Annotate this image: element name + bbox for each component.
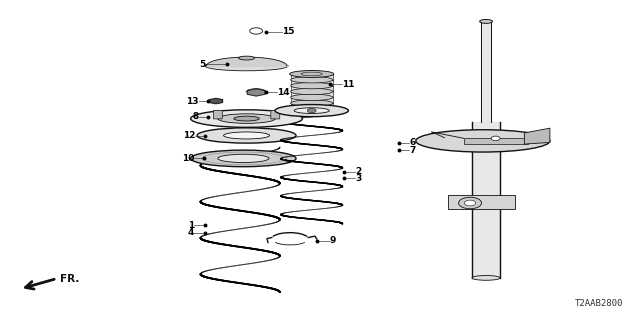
Ellipse shape: [218, 114, 275, 123]
Polygon shape: [448, 195, 515, 209]
Polygon shape: [247, 89, 265, 96]
Ellipse shape: [479, 20, 492, 23]
Polygon shape: [524, 128, 550, 144]
Polygon shape: [291, 80, 333, 86]
Ellipse shape: [291, 71, 333, 77]
Text: 2: 2: [355, 167, 362, 176]
Circle shape: [491, 136, 500, 140]
Polygon shape: [291, 74, 333, 80]
Circle shape: [459, 197, 481, 209]
Text: 6: 6: [410, 138, 415, 147]
FancyBboxPatch shape: [271, 110, 280, 119]
Text: 13: 13: [186, 97, 198, 106]
Text: 10: 10: [182, 154, 194, 163]
Ellipse shape: [291, 94, 333, 100]
Text: 4: 4: [188, 228, 194, 237]
Circle shape: [465, 200, 476, 206]
Ellipse shape: [197, 128, 296, 143]
Ellipse shape: [291, 83, 333, 89]
Text: 14: 14: [276, 88, 289, 97]
Circle shape: [307, 108, 316, 113]
Ellipse shape: [291, 100, 333, 106]
Ellipse shape: [234, 116, 259, 121]
Polygon shape: [291, 103, 333, 109]
Ellipse shape: [416, 130, 550, 152]
Ellipse shape: [191, 150, 296, 167]
Ellipse shape: [294, 108, 329, 114]
Polygon shape: [291, 86, 333, 92]
Ellipse shape: [205, 61, 288, 71]
Ellipse shape: [291, 88, 333, 95]
Text: FR.: FR.: [60, 274, 79, 284]
Ellipse shape: [223, 132, 269, 139]
Ellipse shape: [472, 276, 500, 280]
Text: 15: 15: [282, 27, 294, 36]
Text: T2AAB2800: T2AAB2800: [575, 299, 623, 308]
Text: 8: 8: [193, 112, 198, 121]
Text: 1: 1: [188, 221, 194, 230]
Text: 3: 3: [355, 174, 362, 183]
Ellipse shape: [218, 154, 269, 163]
Text: 12: 12: [183, 131, 195, 140]
Polygon shape: [209, 98, 223, 104]
Ellipse shape: [291, 77, 333, 83]
Text: 11: 11: [342, 80, 355, 89]
Text: 5: 5: [199, 60, 205, 69]
Text: 7: 7: [410, 146, 416, 155]
Ellipse shape: [191, 110, 303, 127]
Ellipse shape: [239, 56, 255, 60]
FancyBboxPatch shape: [213, 110, 222, 119]
Ellipse shape: [275, 105, 348, 117]
Polygon shape: [291, 92, 333, 97]
Polygon shape: [291, 97, 333, 103]
Ellipse shape: [289, 70, 334, 77]
Polygon shape: [464, 138, 527, 144]
Text: 9: 9: [330, 236, 336, 245]
